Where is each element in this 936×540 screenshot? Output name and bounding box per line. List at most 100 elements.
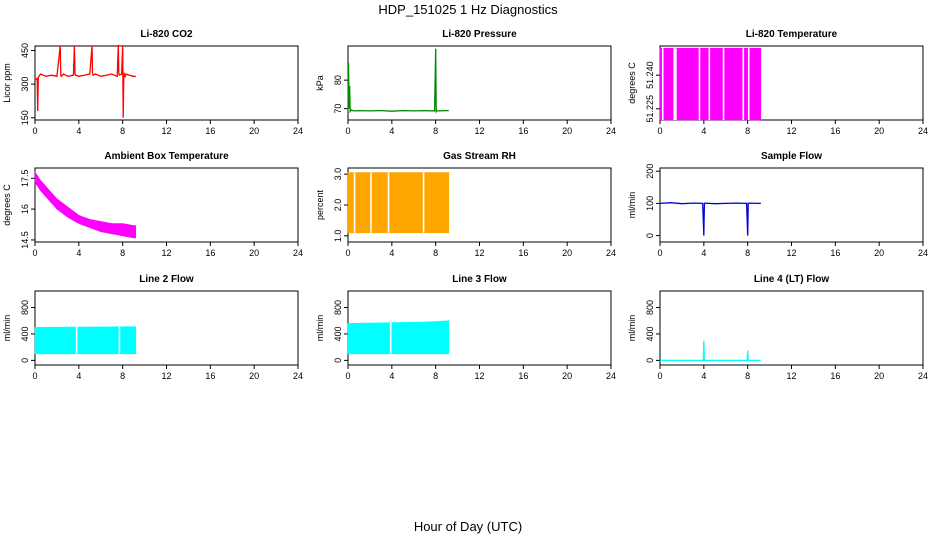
- y-tick-label: 0: [645, 358, 655, 363]
- x-tick-label: 4: [701, 371, 706, 381]
- x-tick-label: 8: [120, 248, 125, 258]
- y-tick-label: 51.240: [645, 61, 655, 89]
- x-tick-label: 12: [474, 371, 484, 381]
- panel-title: Line 4 (LT) Flow: [754, 274, 830, 285]
- x-tick-label: 20: [249, 126, 259, 136]
- panel-9: Line 4 (LT) Flow 0 4 8 12 16 20 24 0 400 800 ml/min: [627, 274, 928, 381]
- y-tick-label: 0: [333, 358, 343, 363]
- x-tick-label: 24: [918, 126, 928, 136]
- panel-4: Ambient Box Temperature 0 4 8 12 16 20 24 14.5 16…: [2, 151, 303, 258]
- y-axis-label: percent: [315, 189, 325, 220]
- x-tick-label: 8: [120, 126, 125, 136]
- x-tick-label: 4: [389, 248, 394, 258]
- x-tick-label: 24: [606, 126, 616, 136]
- plot-frame: [347, 45, 612, 121]
- x-tick-label: 8: [433, 371, 438, 381]
- x-tick-label: 20: [562, 248, 572, 258]
- y-tick-label: 17.5: [20, 170, 30, 188]
- x-tick-label: 20: [874, 248, 884, 258]
- panel-8: Line 3 Flow 0 4 8 12 16 20 24 0 400 800 ml/min: [315, 274, 616, 381]
- x-tick-label: 20: [562, 371, 572, 381]
- panel-title: Sample Flow: [761, 151, 822, 162]
- x-tick-label: 16: [205, 126, 215, 136]
- x-tick-label: 12: [786, 371, 796, 381]
- y-tick-label: 400: [645, 326, 655, 341]
- series-band: [347, 320, 450, 355]
- y-tick-label: 100: [645, 196, 655, 211]
- y-axis-label: ml/min: [2, 315, 12, 342]
- panel-6: Sample Flow 0 4 8 12 16 20 24 0 100 200 ml/min: [627, 151, 928, 258]
- x-tick-label: 0: [657, 126, 662, 136]
- x-tick-label: 16: [830, 248, 840, 258]
- x-tick-label: 16: [518, 126, 528, 136]
- x-tick-label: 12: [161, 126, 171, 136]
- series-line: [659, 202, 761, 236]
- x-tick-label: 4: [76, 371, 81, 381]
- panel-title: Li-820 CO2: [140, 29, 193, 40]
- x-tick-label: 4: [701, 248, 706, 258]
- x-tick-label: 12: [474, 126, 484, 136]
- x-tick-label: 8: [745, 248, 750, 258]
- x-tick-label: 12: [474, 248, 484, 258]
- y-tick-label: 3.0: [333, 168, 343, 181]
- panel-3: Li-820 Temperature 0 4 8 12 16 20 24 51.225 51.24…: [627, 29, 928, 136]
- plot-frame: [659, 167, 924, 243]
- x-tick-label: 20: [874, 126, 884, 136]
- panel-7: Line 2 Flow 0 4 8 12 16 20 24 0 400 800 ml/min: [2, 274, 303, 381]
- y-tick-label: 800: [333, 300, 343, 315]
- y-tick-label: 800: [645, 300, 655, 315]
- x-tick-label: 8: [433, 126, 438, 136]
- panel-title: Ambient Box Temperature: [104, 151, 229, 162]
- y-tick-label: 0: [20, 358, 30, 363]
- panel-5: Gas Stream RH 0 4 8 12 16 20 24 1.0 2.0 3.0 percent: [315, 151, 616, 258]
- x-tick-label: 20: [249, 371, 259, 381]
- y-tick-label: 450: [20, 43, 30, 58]
- panel-title: Line 3 Flow: [452, 274, 507, 285]
- y-tick-label: 400: [20, 326, 30, 341]
- y-axis-label: degrees C: [627, 62, 637, 104]
- x-tick-label: 4: [76, 248, 81, 258]
- x-tick-label: 24: [606, 248, 616, 258]
- x-tick-label: 0: [345, 371, 350, 381]
- y-tick-label: 70: [333, 104, 343, 114]
- series-band: [34, 326, 137, 355]
- y-axis-label: kPa: [315, 75, 325, 91]
- x-tick-label: 4: [701, 126, 706, 136]
- y-axis-label: ml/min: [315, 315, 325, 342]
- series-band: [34, 171, 137, 239]
- x-tick-label: 16: [830, 126, 840, 136]
- x-tick-label: 0: [32, 126, 37, 136]
- x-tick-label: 24: [918, 371, 928, 381]
- x-tick-label: 8: [745, 126, 750, 136]
- y-tick-label: 80: [333, 75, 343, 85]
- x-tick-label: 20: [874, 371, 884, 381]
- panel-title: Line 2 Flow: [139, 274, 194, 285]
- x-tick-label: 0: [345, 248, 350, 258]
- y-tick-label: 1.0: [333, 230, 343, 243]
- x-tick-label: 24: [293, 126, 303, 136]
- panel-title: Li-820 Temperature: [746, 29, 838, 40]
- x-tick-label: 24: [293, 371, 303, 381]
- x-tick-label: 0: [345, 126, 350, 136]
- plot-frame: [34, 167, 299, 243]
- x-tick-label: 4: [389, 371, 394, 381]
- x-tick-label: 24: [606, 371, 616, 381]
- x-tick-label: 16: [205, 248, 215, 258]
- x-tick-label: 0: [32, 371, 37, 381]
- series-line: [347, 48, 449, 114]
- x-tick-label: 24: [918, 248, 928, 258]
- panel-title: Li-820 Pressure: [442, 29, 517, 40]
- x-tick-label: 0: [32, 248, 37, 258]
- y-tick-label: 300: [20, 77, 30, 92]
- series-band: [347, 172, 450, 234]
- series-band: [659, 47, 762, 121]
- y-axis-label: ml/min: [627, 315, 637, 342]
- figure-title: HDP_151025 1 Hz Diagnostics: [378, 2, 558, 17]
- x-tick-label: 12: [786, 248, 796, 258]
- x-tick-label: 16: [830, 371, 840, 381]
- y-tick-label: 150: [20, 110, 30, 125]
- y-tick-label: 0: [645, 233, 655, 238]
- y-tick-label: 400: [333, 326, 343, 341]
